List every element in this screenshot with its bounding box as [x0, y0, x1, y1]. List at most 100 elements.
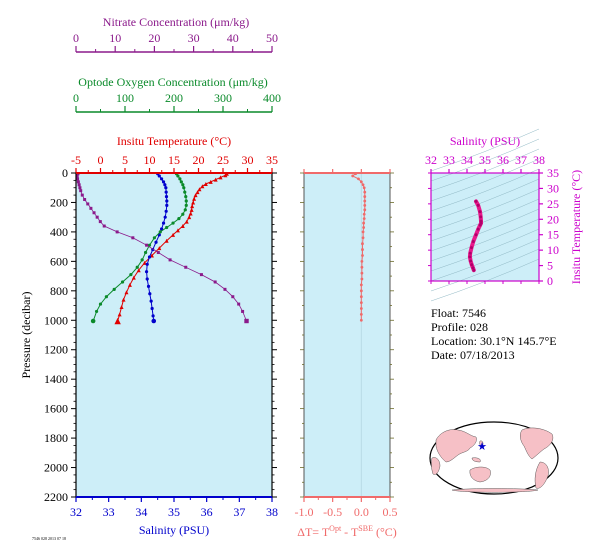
dt-point	[361, 236, 365, 240]
salinity-tick-label: 37	[233, 505, 245, 519]
ts-point	[470, 246, 473, 250]
nitrate-point	[156, 251, 160, 255]
nitrate-point	[79, 189, 83, 193]
nitrate-point	[92, 211, 96, 215]
salinity-point	[159, 177, 164, 181]
dt-point	[363, 199, 367, 203]
ts-point	[470, 263, 474, 267]
oxygen-point	[182, 186, 186, 190]
oxygen-point	[184, 203, 188, 207]
oxygen-point	[129, 273, 133, 277]
dt-point	[359, 312, 363, 316]
ts-xtick-label: 38	[533, 153, 545, 167]
nitrate-point	[76, 177, 80, 181]
dt-point	[360, 271, 364, 275]
ts-ytick-label: 25	[547, 197, 559, 211]
pressure-tick-label: 1800	[44, 431, 68, 445]
nitrate-point	[168, 258, 172, 262]
temperature-point	[136, 268, 141, 273]
oxygen-point	[178, 177, 182, 181]
nitrate-point	[95, 215, 99, 219]
ts-point	[472, 268, 476, 272]
oxygen-point	[184, 194, 188, 199]
ts-xtick-label: 32	[425, 153, 437, 167]
dt-point	[363, 195, 367, 198]
dt-tick-label: -0.5	[323, 505, 342, 519]
temperature-point	[175, 228, 180, 233]
nitrate-point	[78, 186, 82, 190]
temperature-point	[187, 215, 192, 220]
dt-point	[362, 226, 366, 229]
nitrate-point	[213, 280, 217, 284]
temperature-point	[189, 207, 194, 212]
temperature-point	[193, 193, 198, 198]
oxygen-point	[183, 208, 187, 212]
nitrate-point	[231, 295, 235, 299]
dt-point	[363, 190, 367, 194]
oxygen-point	[183, 190, 187, 194]
salinity-point	[165, 199, 169, 203]
salinity-axis-label: Salinity (PSU)	[139, 523, 209, 537]
temperature-point	[190, 204, 195, 209]
dt-point	[361, 230, 365, 234]
ts-ytick-label: 5	[547, 259, 553, 273]
oxygen-point	[158, 230, 162, 234]
ts-density-contour	[430, 138, 540, 182]
dt-point	[359, 301, 363, 304]
temperature-tick-label: 0	[98, 153, 104, 167]
float-id: Float: 7546	[431, 306, 486, 320]
ts-point	[468, 251, 472, 255]
ts-point	[469, 259, 473, 263]
pressure-tick-label: 2200	[44, 490, 68, 504]
temperature-point	[191, 200, 196, 205]
nitrate-point	[237, 302, 241, 306]
ts-xtick-label: 33	[443, 153, 455, 167]
temperature-point	[218, 175, 223, 180]
dt-point	[362, 212, 366, 216]
nitrate-tick-label: 10	[109, 31, 121, 45]
oxygen-point	[147, 243, 152, 247]
ts-density-contour	[430, 168, 540, 212]
nitrate-point	[131, 236, 135, 240]
nitrate-tick-label: 20	[148, 31, 160, 45]
salinity-point	[161, 221, 166, 225]
nitrate-point	[223, 287, 227, 291]
oxygen-tick-label: 300	[214, 91, 232, 105]
temperature-point	[164, 238, 169, 243]
salinity-point	[145, 262, 149, 266]
pressure-tick-label: 2000	[44, 461, 68, 475]
temperature-point	[203, 182, 208, 187]
ts-ytick-label: 10	[547, 243, 559, 257]
salinity-point	[151, 314, 155, 318]
salinity-point	[151, 318, 157, 324]
salinity-point	[161, 180, 166, 184]
temperature-tick-label: 15	[168, 153, 180, 167]
ts-density-contour	[430, 238, 540, 282]
pressure-tick-label: 800	[50, 284, 68, 298]
ts-point	[471, 240, 475, 244]
dt-point	[359, 289, 363, 293]
salinity-tick-label: 36	[201, 505, 213, 519]
temperature-point	[124, 290, 129, 295]
pressure-tick-label: 0	[62, 166, 68, 180]
temperature-point	[208, 179, 213, 184]
salinity-point	[163, 183, 167, 187]
temperature-point	[213, 177, 218, 182]
ts-panel-bg	[431, 173, 539, 281]
ts-density-contour	[430, 218, 540, 262]
salinity-point	[144, 270, 149, 274]
temperature-point	[200, 184, 205, 189]
ts-point	[476, 203, 480, 207]
oxygen-point	[184, 199, 188, 203]
oxygen-point	[165, 225, 169, 230]
dt-point	[362, 221, 366, 225]
oxygen-tick-label: 100	[116, 91, 134, 105]
ts-point	[474, 233, 478, 237]
dt-point	[359, 307, 363, 310]
ts-density-contour	[430, 228, 540, 272]
nitrate-tick-label: 40	[227, 31, 239, 45]
ts-density-contour	[430, 208, 540, 252]
salinity-point	[164, 190, 168, 194]
main-panel-bg	[76, 173, 272, 497]
oxygen-point	[171, 221, 175, 225]
